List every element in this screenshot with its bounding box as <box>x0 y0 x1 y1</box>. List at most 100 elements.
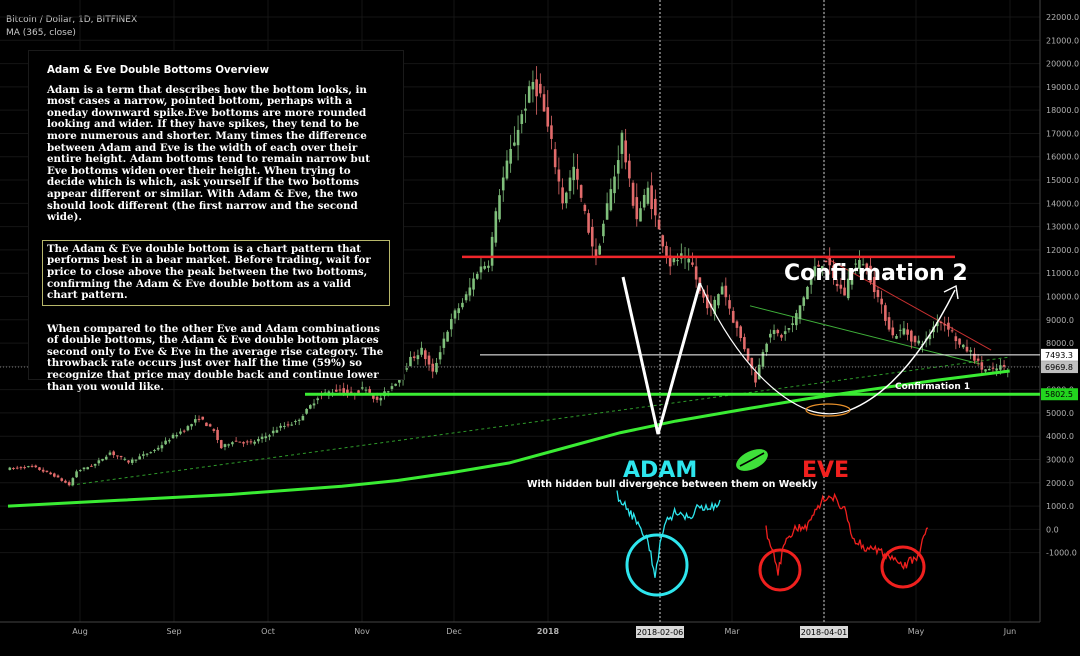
candle-body <box>531 81 535 90</box>
candle-body <box>858 259 861 269</box>
candle-body <box>861 264 865 266</box>
candle-body <box>64 480 67 483</box>
candle-body <box>60 478 64 481</box>
candle-body <box>142 454 145 456</box>
candle-body <box>824 260 828 263</box>
confirmation-1-label: Confirmation 1 <box>895 382 970 392</box>
candle-body <box>880 298 883 305</box>
info-paragraph-3: When compared to the other Eve and Adam … <box>47 322 384 393</box>
candle-body <box>958 338 961 345</box>
candle-body <box>576 168 579 180</box>
candle-body <box>334 389 338 392</box>
candle-body <box>309 405 312 409</box>
candle-body <box>835 283 839 287</box>
candle-body <box>505 160 509 179</box>
candle-body <box>227 444 230 446</box>
candle-body <box>665 245 668 256</box>
candle-body <box>961 344 965 348</box>
candle-body <box>412 356 416 359</box>
y-tick-label: 18000.0 <box>1046 106 1079 115</box>
candle-body <box>498 195 501 220</box>
candle-body <box>917 340 921 344</box>
candle-body <box>82 467 86 470</box>
candle-body <box>939 321 943 324</box>
candle-body <box>446 331 449 342</box>
candle-body <box>687 258 691 263</box>
candle-body <box>30 465 34 467</box>
price-label: 7493.3 <box>1045 351 1073 360</box>
candle-body <box>546 107 550 127</box>
candle-body <box>895 335 898 339</box>
y-tick-label: 12000.0 <box>1046 246 1079 255</box>
candle-body <box>119 455 123 458</box>
candle-body <box>138 456 141 460</box>
candle-body <box>305 408 308 414</box>
adam-label: ADAM <box>623 458 697 483</box>
candle-body <box>813 266 817 277</box>
y-tick-label: 15000.0 <box>1046 176 1079 185</box>
candle-body <box>112 451 115 456</box>
candle-body <box>717 294 720 306</box>
candle-body <box>561 187 564 204</box>
candle-body <box>639 208 642 222</box>
candle-body <box>116 455 119 457</box>
candle-body <box>910 330 913 342</box>
arrow-head <box>943 284 959 300</box>
y-tick-label: 11000.0 <box>1046 269 1079 278</box>
candle-body <box>936 322 939 327</box>
candle-body <box>765 343 768 353</box>
candle-body <box>171 434 175 439</box>
candle-body <box>67 482 71 486</box>
candle-body <box>234 440 238 442</box>
candle-body <box>579 185 583 198</box>
price-label-box <box>1041 361 1078 374</box>
confirmation-2-label: Confirmation 2 <box>784 261 968 286</box>
candle-body <box>965 346 969 352</box>
y-tick-label: 16000.0 <box>1046 153 1079 162</box>
candle-body <box>457 308 461 314</box>
y-tick-label: 14000.0 <box>1046 199 1079 208</box>
candle-body <box>976 358 980 361</box>
candle-body <box>513 142 516 146</box>
candle-body <box>483 266 486 269</box>
candle-body <box>739 326 742 338</box>
divergence-label: With hidden bull divergence between them… <box>527 479 818 490</box>
y-tick-label: 13000.0 <box>1046 223 1079 232</box>
leaf-icon <box>736 449 768 471</box>
candle-body <box>869 265 872 283</box>
candle-body <box>1002 364 1006 367</box>
candle-body <box>817 264 820 267</box>
candle-body <box>650 185 653 210</box>
candle-body <box>624 140 627 163</box>
candle-body <box>394 383 397 386</box>
candle-body <box>297 419 301 421</box>
candle-body <box>427 355 431 365</box>
candle-body <box>12 468 15 470</box>
candle-body <box>987 369 991 371</box>
candle-body <box>542 94 546 112</box>
candle-body <box>865 263 869 269</box>
candle-body <box>516 129 520 146</box>
candle-body <box>127 460 130 463</box>
candle-body <box>301 415 305 421</box>
candle-body <box>123 458 127 460</box>
candle-body <box>49 472 52 475</box>
candle-body <box>850 268 854 285</box>
candle-body <box>783 331 787 335</box>
candle-body <box>590 226 594 247</box>
candle-body <box>364 389 368 391</box>
eve-circle-left <box>758 548 802 592</box>
candle-body <box>872 276 876 293</box>
candle-body <box>316 398 320 401</box>
candle-body <box>772 330 776 335</box>
candle-body <box>156 447 160 450</box>
candle-body <box>342 388 345 394</box>
candle-body <box>41 469 45 472</box>
y-tick-label: 21000.0 <box>1046 36 1079 45</box>
x-tick-label: May <box>908 627 925 636</box>
x-tick-label: Aug <box>72 627 88 636</box>
candle-body <box>646 187 650 204</box>
candle-body <box>197 418 201 420</box>
candle-body <box>769 333 772 338</box>
